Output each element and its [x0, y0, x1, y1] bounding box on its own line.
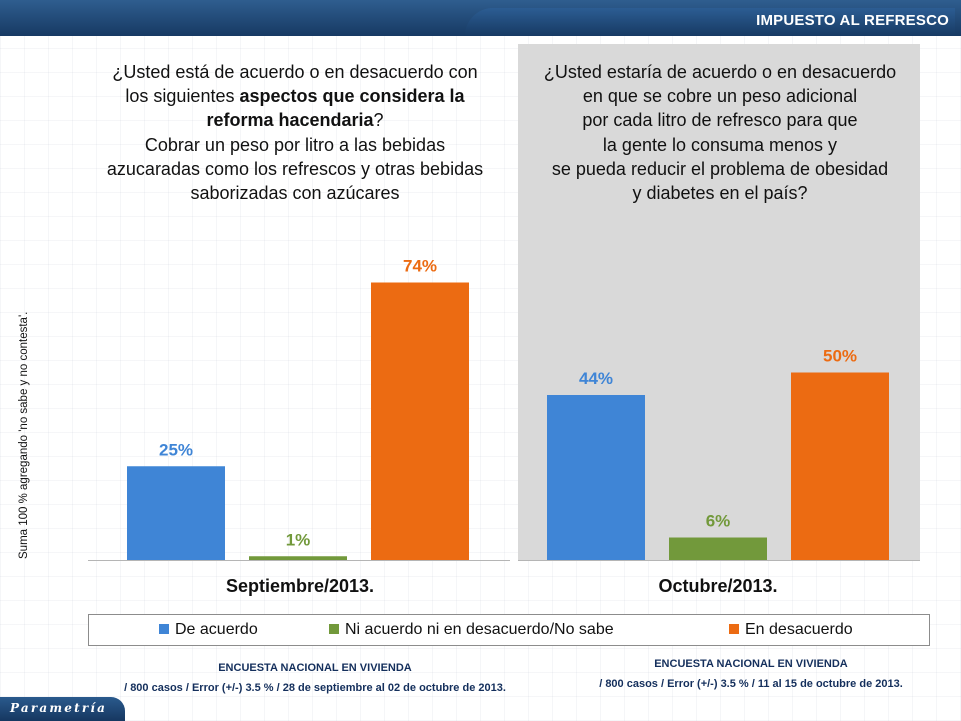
question-right-line: en que se cobre un peso adicional: [582, 86, 858, 107]
legend-item-desacuerdo: En desacuerdo: [729, 621, 853, 639]
legend-label: En desacuerdo: [745, 621, 853, 638]
footer-left-title: ENCUESTA NACIONAL EN VIVIENDA: [218, 662, 412, 674]
bar-desacuerdo: [371, 282, 469, 560]
question-left-pre: ¿Usted está de acuerdo o en desacuerdo c…: [112, 62, 478, 107]
question-right-line: y diabetes en el país?: [632, 183, 808, 204]
legend: De acuerdo Ni acuerdo ni en desacuerdo/N…: [88, 614, 930, 646]
data-label: 74%: [403, 257, 437, 276]
category-label-september: Septiembre/2013.: [225, 576, 375, 596]
legend-swatch-desacuerdo: [729, 624, 739, 634]
bar-ni-acuerdo: [249, 556, 347, 560]
question-left-post: ?: [373, 110, 384, 131]
legend-label: Ni acuerdo ni en desacuerdo/No sabe: [345, 621, 614, 638]
bar-desacuerdo: [791, 372, 889, 560]
question-left-bold: aspectos que considera la reforma hacend…: [206, 86, 465, 131]
legend-swatch-ni-acuerdo: [329, 624, 339, 634]
data-label: 44%: [579, 369, 613, 388]
page-title: IMPUESTO AL REFRESCO: [756, 12, 949, 29]
question-right-line: se pueda reducir el problema de obesidad: [551, 158, 889, 179]
brand-logo: Parametría: [10, 701, 108, 715]
legend-label: De acuerdo: [175, 621, 258, 638]
bar-ni-acuerdo: [669, 537, 767, 560]
footer-left: ENCUESTA NACIONAL EN VIVIENDA / 800 caso…: [60, 658, 570, 698]
question-right-line: la gente lo consuma menos y: [602, 134, 838, 155]
question-right-line: por cada litro de refresco para que: [582, 110, 858, 131]
question-right-line: ¿Usted estaría de acuerdo o en desacuerd…: [543, 62, 897, 82]
header-tab: [465, 8, 955, 36]
data-label: 6%: [706, 512, 731, 531]
footer-left-details: / 800 casos / Error (+/-) 3.5 % / 28 de …: [124, 682, 506, 694]
question-left-line2: Cobrar un peso por litro a las bebidas a…: [106, 134, 484, 204]
legend-item-ni-acuerdo: Ni acuerdo ni en desacuerdo/No sabe: [329, 621, 614, 639]
question-right: ¿Usted estaría de acuerdo o en desacuerd…: [520, 60, 920, 205]
legend-item-de-acuerdo: De acuerdo: [159, 621, 258, 639]
legend-swatch-de-acuerdo: [159, 624, 169, 634]
brand-bar: [0, 697, 125, 721]
data-label: 25%: [159, 440, 193, 459]
category-label-october: Octubre/2013.: [658, 576, 778, 596]
question-left: ¿Usted está de acuerdo o en desacuerdo c…: [100, 60, 490, 205]
data-label: 1%: [286, 530, 311, 549]
footer-right-title: ENCUESTA NACIONAL EN VIVIENDA: [654, 658, 848, 670]
bar-de-acuerdo: [547, 395, 645, 560]
bar-de-acuerdo: [127, 466, 225, 560]
footer-right-details: / 800 casos / Error (+/-) 3.5 % / 11 al …: [599, 678, 903, 690]
footer-right: ENCUESTA NACIONAL EN VIVIENDA / 800 caso…: [556, 654, 946, 694]
data-label: 50%: [823, 347, 857, 366]
